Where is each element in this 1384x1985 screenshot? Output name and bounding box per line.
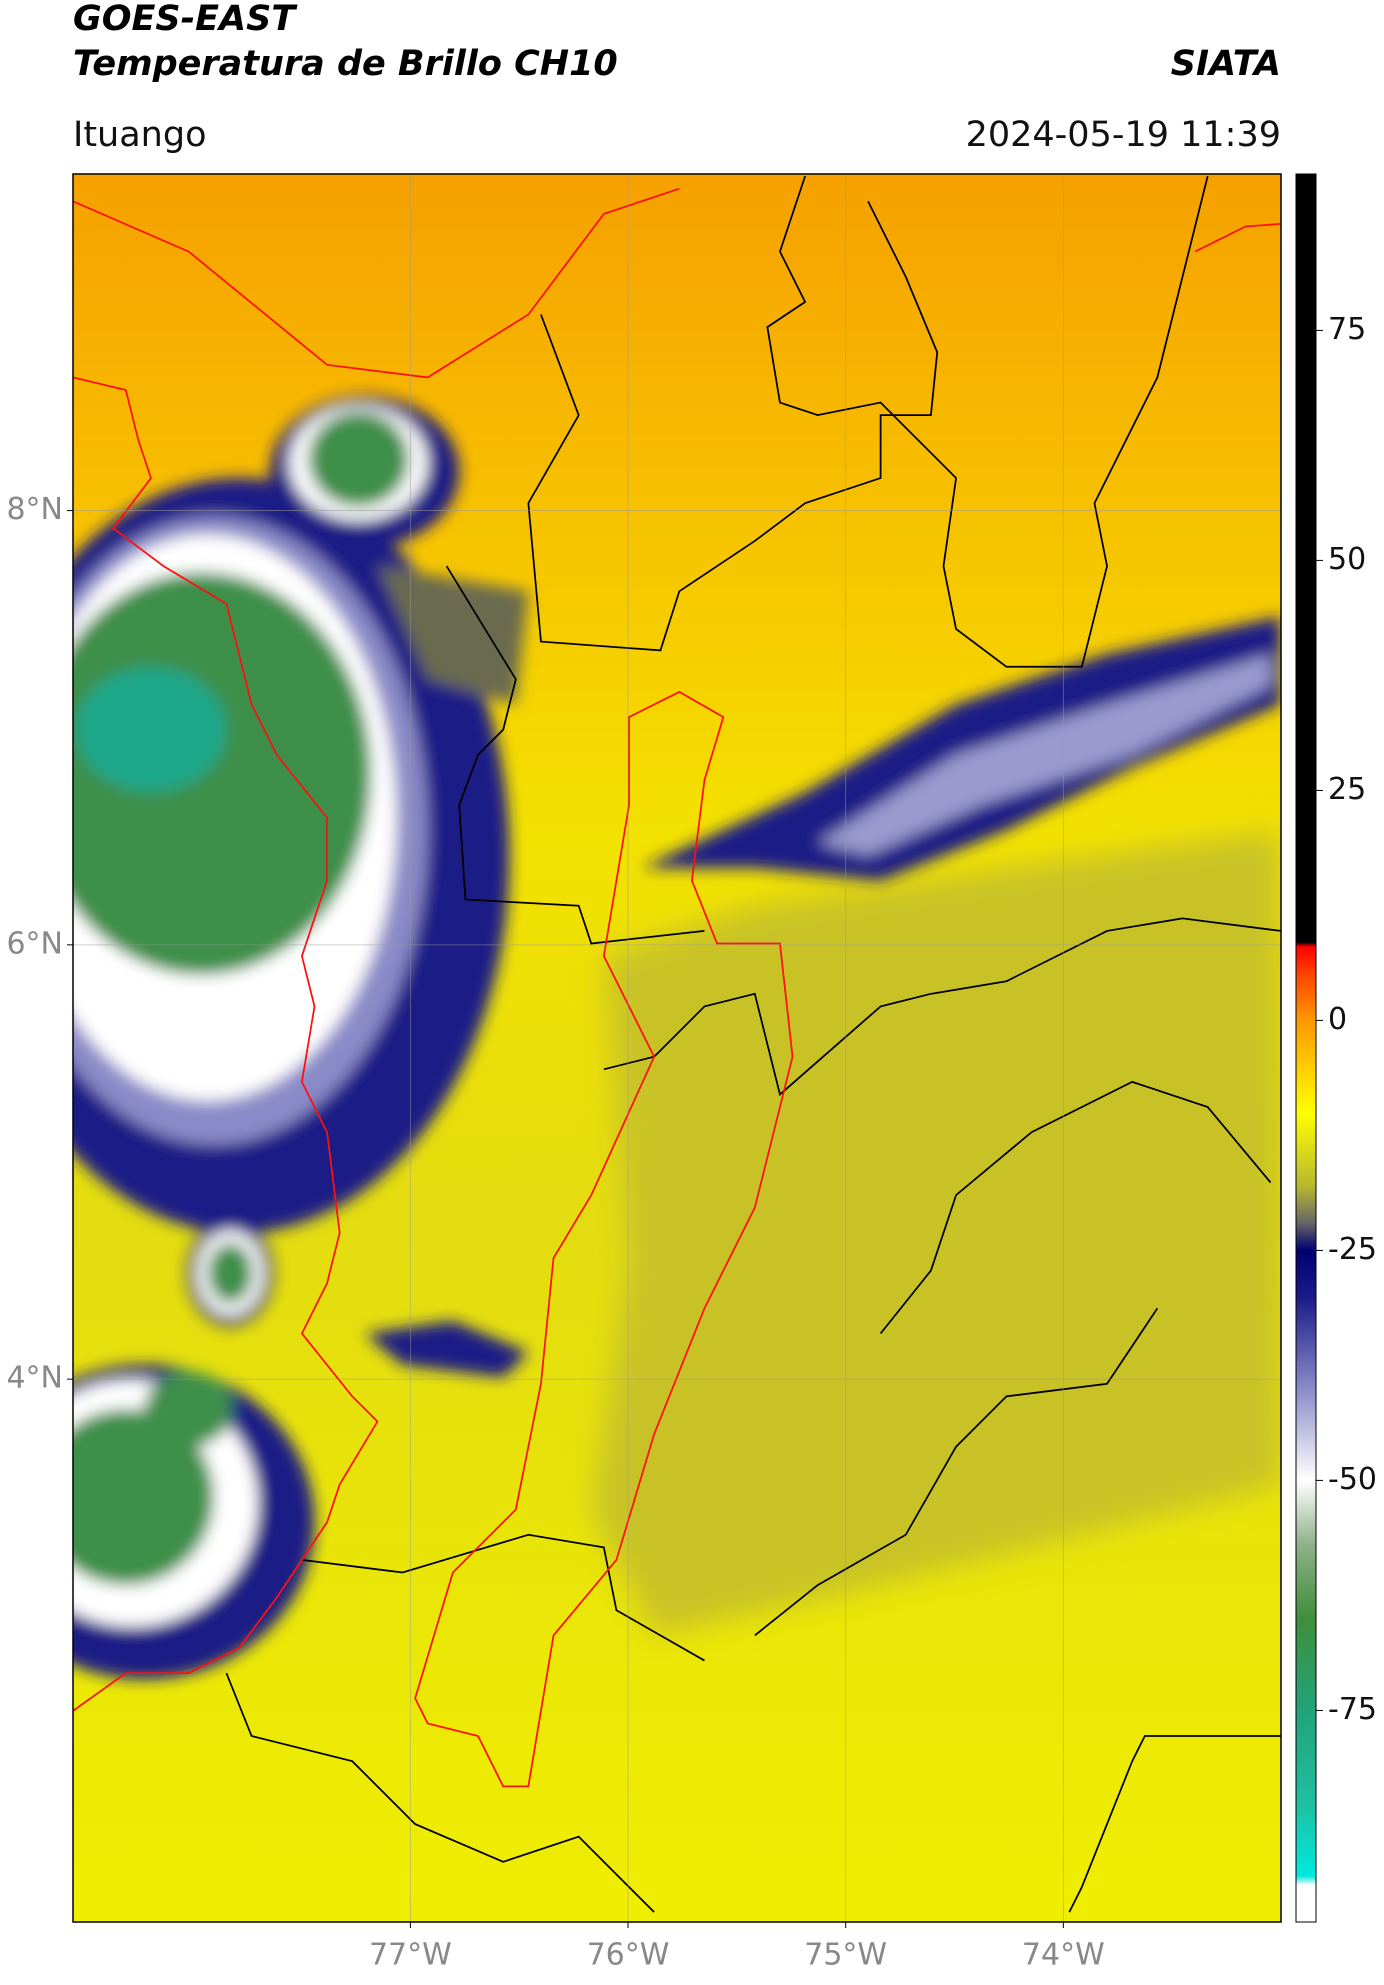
colorbar-tick-label: 0 <box>1328 1002 1347 1037</box>
colorbar-tick-label: -25 <box>1328 1232 1377 1267</box>
colorbar-tick-label: 75 <box>1328 312 1366 347</box>
clouds <box>72 396 1281 1680</box>
colorbar: -75 -50 -25 0 25 50 75 <box>1295 173 1377 1923</box>
colorbar-tick-label: -75 <box>1328 1692 1377 1727</box>
y-tick-label: 6°N <box>6 926 63 961</box>
source: SIATA <box>1171 44 1281 84</box>
borders <box>225 175 1281 1913</box>
colorbar-tick-label: 25 <box>1328 772 1366 807</box>
x-tick-label: 75°W <box>804 1938 887 1973</box>
x-tick-label: 76°W <box>587 1938 670 1973</box>
satellite-image <box>72 173 1281 1923</box>
grid <box>67 174 1281 1928</box>
title: GOES-EAST <box>73 0 298 39</box>
y-tick-label: 8°N <box>6 492 63 527</box>
coastline <box>72 187 1281 1788</box>
x-tick-label: 77°W <box>369 1938 452 1973</box>
map-frame <box>72 173 1282 1923</box>
x-tick-label: 74°W <box>1022 1938 1105 1973</box>
location: Ituango <box>73 115 207 155</box>
colorbar-bar <box>1295 173 1317 1923</box>
y-tick-label: 4°N <box>6 1361 63 1396</box>
colorbar-tick-label: -50 <box>1328 1462 1377 1497</box>
colorbar-tick-label: 50 <box>1328 542 1366 577</box>
datetime: 2024-05-19 11:39 <box>966 115 1281 155</box>
subtitle: Temperatura de Brillo CH10 <box>73 44 618 84</box>
